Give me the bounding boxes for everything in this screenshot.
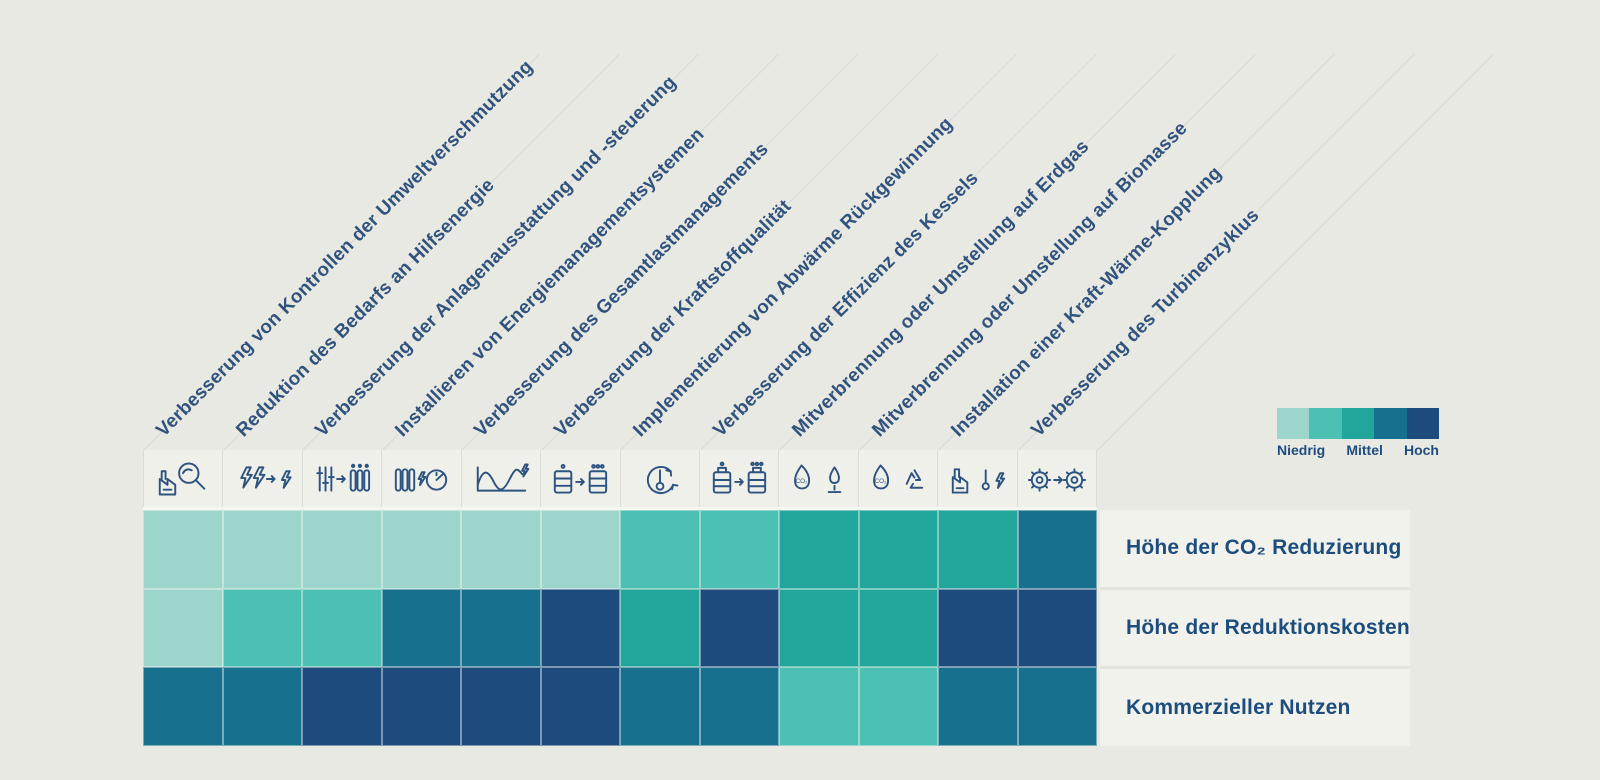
heatmap-cell [381, 588, 461, 668]
energy-management-system-icon [395, 467, 448, 492]
biomass-cofiring-icon: CO₂ [873, 463, 924, 489]
heatmap-cell [222, 588, 302, 668]
legend-swatch-bar [1277, 408, 1440, 439]
waste-heat-recovery-icon [646, 465, 679, 494]
legend-swatch-3 [1341, 408, 1375, 439]
heatmap-cell [938, 510, 1018, 589]
column-icon-cell [143, 450, 224, 507]
column-icon-cell [938, 450, 1018, 507]
column-icon-cell [223, 450, 303, 507]
legend-swatch-4 [1374, 408, 1407, 439]
load-management-icon [476, 463, 530, 492]
column-label: Verbesserung von Kontrollen der Umweltve… [152, 56, 538, 442]
column-icon-cell [541, 450, 621, 507]
heatmap-cell [858, 667, 938, 747]
svg-text:CO₂: CO₂ [875, 477, 887, 484]
column-icon-cell [303, 450, 383, 507]
heatmap-grid [143, 510, 1097, 747]
heatmap-cell [620, 667, 700, 747]
pollution-control-inspection-icon [158, 462, 206, 495]
natural-gas-cofiring-icon: CO₂ [793, 463, 841, 493]
column-label: Verbesserung des Gesamtlastmanagements [470, 138, 773, 442]
heatmap-cell [381, 667, 461, 747]
heatmap-cell [858, 588, 938, 668]
equipment-and-controls-icon [316, 463, 371, 492]
heatmap-cell [699, 667, 779, 747]
column-icon-cell: CO₂ [859, 450, 939, 507]
column-icon-cell [382, 450, 462, 507]
heatmap-cell [143, 510, 223, 589]
column-icon-cell [621, 450, 700, 507]
heatmap-cell [461, 667, 541, 747]
column-label: Mitverbrennung oder Umstellung auf Erdga… [788, 136, 1094, 442]
heatmap-cell [302, 667, 382, 747]
legend-swatch-1 [1277, 408, 1310, 439]
legend-label-low: Niedrig [1277, 442, 1326, 458]
heatmap-cell [620, 510, 700, 589]
turbine-cycle-icon [1027, 467, 1086, 492]
row-label-band: Höhe der CO₂ Reduzierung Höhe der Redukti… [1100, 510, 1410, 747]
heatmap-cell [381, 510, 461, 589]
heatmap-cell [302, 510, 382, 589]
heatmap-cell [699, 510, 779, 589]
row-label-cell: Höhe der Reduktionskosten [1100, 589, 1410, 670]
heatmap-cell [461, 588, 541, 668]
auxiliary-energy-reduction-icon [239, 465, 292, 489]
heatmap-cell [938, 667, 1018, 747]
legend-labels: Niedrig Mittel Hoch [1277, 442, 1439, 458]
column-icon-cell [700, 450, 780, 507]
fuel-quality-icon [554, 463, 608, 494]
column-label: Verbesserung der Anlagenausstattung und … [311, 71, 681, 442]
heatmap-cell [222, 510, 302, 589]
column-icon-cell [462, 450, 542, 507]
heatmap-cell [1017, 510, 1097, 589]
legend-label-mid: Mittel [1346, 442, 1383, 458]
heatmap-cell [143, 588, 223, 668]
heatmap-cell [302, 588, 382, 668]
boiler-efficiency-icon [713, 461, 767, 494]
row-label-cell: Kommerzieller Nutzen [1100, 669, 1410, 747]
heatmap-cell [938, 588, 1018, 668]
heatmap-cell [1017, 588, 1097, 668]
heatmap-cell [779, 667, 859, 747]
row-label: Höhe der CO₂ Reduzierung [1126, 536, 1402, 560]
column-icon-band: CO₂ CO₂ [143, 450, 1098, 510]
combined-heat-power-icon [952, 467, 1006, 494]
legend-swatch-5 [1406, 408, 1440, 439]
heatmap-cell [222, 667, 302, 747]
heatmap-cell [779, 510, 859, 589]
row-label: Kommerzieller Nutzen [1126, 695, 1351, 719]
heatmap-cell [1017, 667, 1097, 747]
heatmap-cell [143, 667, 223, 747]
color-legend: Niedrig Mittel Hoch [1277, 408, 1440, 458]
legend-swatch-2 [1309, 408, 1342, 439]
row-label: Höhe der Reduktionskosten [1126, 616, 1410, 640]
heatmap-cell [540, 667, 620, 747]
svg-text:CO₂: CO₂ [795, 477, 807, 484]
heatmap-cell [461, 510, 541, 589]
heatmap-cell [779, 588, 859, 668]
row-label-cell: Höhe der CO₂ Reduzierung [1100, 510, 1410, 590]
legend-label-high: Hoch [1403, 442, 1439, 458]
column-icon-cell: CO₂ [779, 450, 859, 507]
heatmap-cell [858, 510, 938, 589]
heatmap-cell [620, 588, 700, 668]
heatmap-cell [699, 588, 779, 668]
heatmap-cell [540, 588, 620, 668]
column-icon-cell [1018, 450, 1098, 507]
heatmap-cell [540, 510, 620, 589]
